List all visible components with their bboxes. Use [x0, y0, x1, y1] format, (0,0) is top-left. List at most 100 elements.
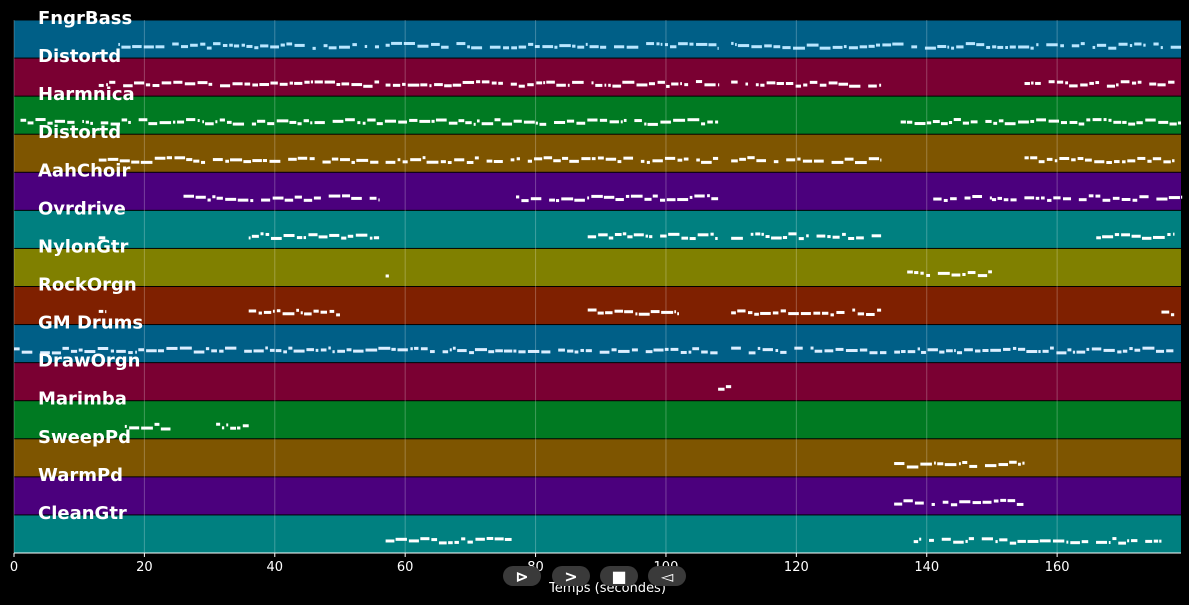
note-mark: [1134, 42, 1142, 46]
note-mark: [1139, 195, 1149, 199]
note-mark: [660, 42, 663, 46]
note-mark: [289, 120, 297, 124]
note-mark: [303, 119, 309, 123]
note-mark: [677, 198, 689, 202]
note-mark: [982, 500, 992, 504]
note-mark: [172, 120, 176, 124]
note-mark: [670, 347, 679, 351]
note-mark: [661, 310, 674, 314]
note-mark: [1030, 156, 1038, 160]
next-button[interactable]: >: [552, 566, 590, 586]
note-mark: [959, 500, 971, 504]
note-mark: [707, 120, 713, 124]
note-mark: [226, 120, 232, 124]
note-mark: [336, 82, 341, 86]
play-button[interactable]: ⊳: [503, 566, 541, 586]
note-mark: [927, 348, 938, 352]
note-mark: [160, 427, 171, 431]
note-mark: [868, 44, 875, 48]
note-mark: [465, 121, 472, 125]
note-mark: [694, 194, 705, 198]
note-mark: [937, 271, 950, 275]
note-mark: [251, 234, 259, 238]
note-mark: [1039, 539, 1051, 543]
note-mark: [725, 385, 732, 389]
stop-button[interactable]: ■: [600, 566, 638, 586]
note-mark: [882, 43, 892, 47]
note-mark: [331, 157, 339, 161]
note-mark: [258, 311, 262, 315]
note-mark: [1004, 122, 1016, 126]
x-tick-label: 120: [784, 560, 809, 575]
note-mark: [737, 309, 746, 313]
note-mark: [313, 309, 319, 313]
note-mark: [297, 156, 308, 160]
note-mark: [962, 460, 968, 464]
note-mark: [1042, 349, 1049, 353]
note-mark: [762, 348, 773, 352]
note-mark: [794, 346, 803, 350]
note-mark: [1036, 118, 1047, 122]
note-mark: [466, 160, 474, 164]
note-mark: [614, 45, 625, 49]
note-mark: [84, 350, 96, 354]
note-mark: [760, 83, 765, 87]
note-mark: [134, 81, 145, 85]
note-mark: [671, 82, 679, 86]
note-mark: [788, 312, 799, 316]
note-mark: [367, 118, 376, 122]
note-mark: [920, 271, 924, 275]
note-mark: [683, 157, 689, 161]
note-mark: [363, 84, 373, 88]
note-mark: [280, 43, 285, 47]
note-mark: [901, 350, 906, 354]
note-mark: [591, 157, 596, 161]
note-mark: [832, 45, 843, 49]
note-mark: [711, 197, 719, 201]
note-mark: [684, 83, 689, 87]
note-mark: [587, 235, 597, 239]
note-mark: [513, 119, 522, 123]
note-mark: [323, 44, 328, 48]
note-mark: [832, 235, 840, 239]
note-mark: [951, 46, 955, 50]
previous-button[interactable]: ◅: [648, 566, 686, 586]
note-mark: [216, 422, 221, 426]
note-mark: [803, 83, 808, 87]
note-mark: [181, 45, 189, 49]
note-mark: [1076, 350, 1086, 354]
note-mark: [260, 44, 269, 48]
track-band: [14, 325, 1181, 363]
note-mark: [731, 311, 736, 315]
note-mark: [906, 120, 913, 124]
note-mark: [701, 160, 712, 164]
note-mark: [933, 197, 942, 201]
note-mark: [635, 312, 638, 316]
note-mark: [186, 158, 193, 162]
note-mark: [116, 349, 126, 353]
note-mark: [844, 157, 854, 161]
note-mark: [574, 198, 585, 202]
note-mark: [248, 309, 257, 313]
note-mark: [1167, 233, 1171, 237]
note-mark: [474, 156, 479, 160]
note-mark: [143, 45, 154, 49]
note-mark: [397, 348, 408, 352]
note-mark: [670, 45, 677, 49]
note-mark: [328, 346, 331, 350]
note-mark: [953, 540, 964, 544]
note-mark: [352, 43, 357, 47]
note-mark: [988, 270, 992, 274]
note-mark: [1072, 350, 1076, 354]
note-mark: [254, 46, 259, 50]
note-mark: [543, 156, 553, 160]
note-mark: [939, 350, 945, 354]
note-mark: [82, 119, 84, 123]
track-label: WarmPd: [38, 465, 123, 486]
note-mark: [511, 46, 518, 50]
note-mark: [342, 194, 351, 198]
note-mark: [47, 121, 53, 125]
note-mark: [894, 350, 900, 354]
note-mark: [128, 351, 133, 355]
